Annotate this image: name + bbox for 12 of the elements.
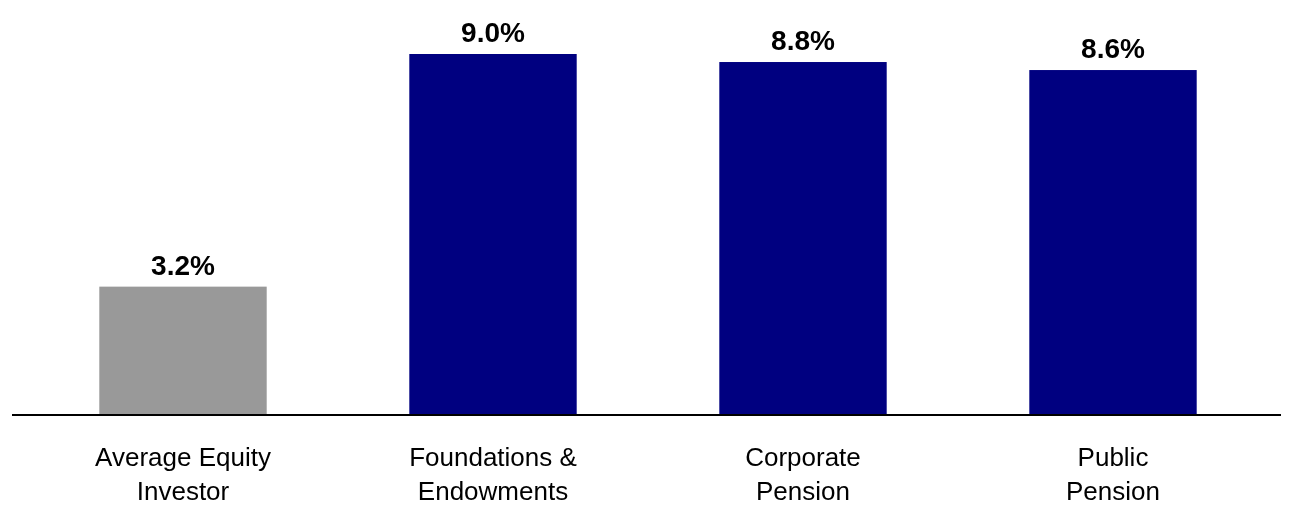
bar [409, 54, 577, 415]
data-label: 3.2% [151, 249, 216, 281]
bar [99, 286, 267, 415]
bar [719, 62, 887, 415]
x-tick-label: Corporate Pension [745, 442, 861, 506]
x-tick-label: Average Equity Investor [95, 442, 271, 506]
x-tick-label: Foundations & Endowments [409, 442, 577, 506]
data-label: 8.8% [771, 25, 836, 57]
data-label: 9.0% [461, 17, 526, 48]
bar [1029, 70, 1197, 415]
x-tick-label: Public Pension [1066, 442, 1160, 506]
data-label: 8.6% [1081, 33, 1146, 65]
